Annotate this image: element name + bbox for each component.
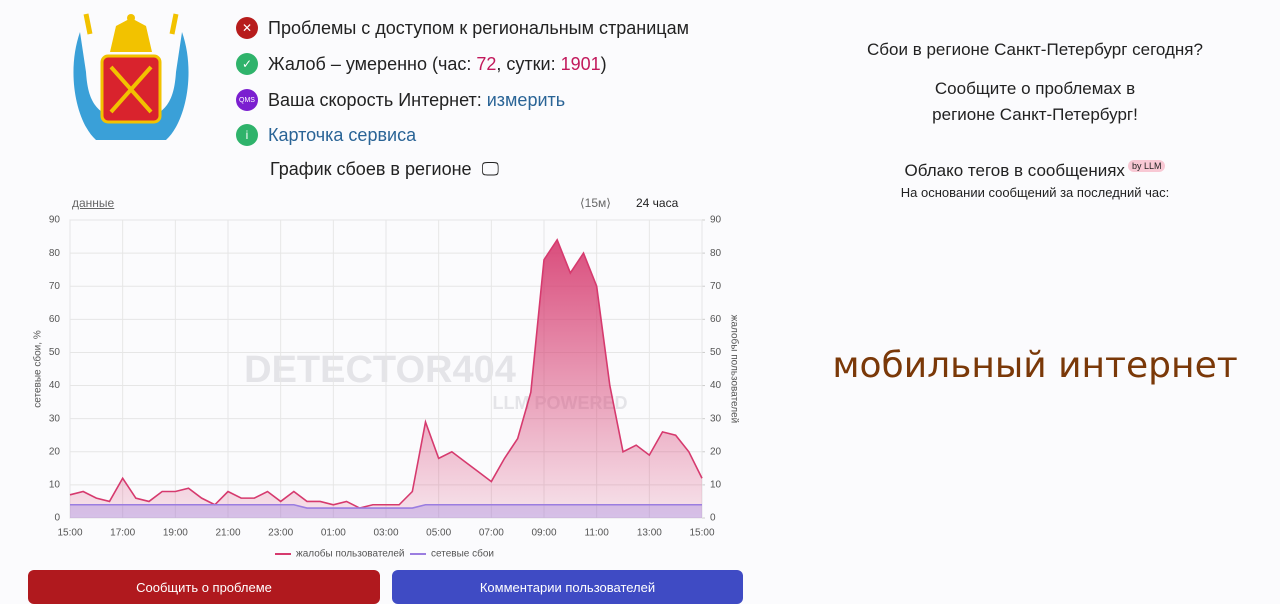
y2-tick-label: 30 xyxy=(710,413,722,424)
series-line xyxy=(70,503,702,509)
y-tick-label: 50 xyxy=(49,347,61,358)
coat-of-arms xyxy=(73,13,189,140)
x-tick-label: 11:00 xyxy=(585,528,610,539)
text: График сбоев в регионе xyxy=(270,159,472,179)
y2-tick-label: 80 xyxy=(710,248,722,259)
y2-tick-label: 90 xyxy=(710,215,722,226)
complaints-text: Жалоб – умеренно (час: 72, сутки: 1901) xyxy=(268,54,607,75)
x-tick-label: 17:00 xyxy=(110,528,135,539)
legend-label: жалобы пользователей xyxy=(296,548,405,560)
y-tick-label: 10 xyxy=(49,480,61,491)
y-tick-label: 0 xyxy=(54,513,60,524)
side-report: Сообщите о проблемах в регионе Санкт-Пет… xyxy=(932,79,1138,124)
x-tick-label: 05:00 xyxy=(426,528,451,539)
legend-label: сетевые сбои xyxy=(431,548,494,560)
series-area xyxy=(70,239,702,518)
side-basis: На основании сообщений за последний час: xyxy=(900,185,1170,200)
step-button[interactable]: ⟨15м⟩ xyxy=(580,196,611,210)
y-axis-title: сетевые сбои, % xyxy=(32,330,44,408)
x-tick-label: 01:00 xyxy=(321,528,346,539)
y2-tick-label: 60 xyxy=(710,314,722,325)
text: Облако тегов в сообщениях xyxy=(904,161,1125,180)
y-tick-label: 70 xyxy=(49,281,61,292)
cloud-title: Облако тегов в сообщениях by LLM xyxy=(900,160,1170,181)
y-tick-label: 90 xyxy=(49,215,61,226)
y-tick-label: 60 xyxy=(49,314,61,325)
y-tick-label: 40 xyxy=(49,380,61,391)
y2-tick-label: 20 xyxy=(710,446,722,457)
llm-badge: by LLM xyxy=(1127,160,1166,172)
card-row: i Карточка сервиса xyxy=(236,124,416,146)
x-tick-label: 23:00 xyxy=(268,528,293,539)
tag[interactable]: мобильный интернет xyxy=(832,345,1238,386)
speed-link[interactable]: измерить xyxy=(486,89,566,110)
chart: DETECTOR404 LLM POWERED 0102030405060708… xyxy=(32,215,741,560)
series-line xyxy=(69,238,703,509)
x-tick-label: 13:00 xyxy=(637,528,662,539)
y2-axis-title: жалобы пользователей xyxy=(728,315,740,424)
day-count: 1901 xyxy=(560,53,601,74)
chart-heading: График сбоев в регионе 🖵 xyxy=(270,159,499,179)
series-area xyxy=(70,504,702,518)
report-button[interactable]: Сообщить о проблеме xyxy=(28,570,380,604)
y-tick-label: 80 xyxy=(49,248,61,259)
comments-button[interactable]: Комментарии пользователей xyxy=(392,570,743,604)
card-link[interactable]: Карточка сервиса xyxy=(268,124,417,145)
text: Жалоб – умеренно (час: xyxy=(268,53,477,74)
y-tick-label: 30 xyxy=(49,413,61,424)
x-tick-label: 07:00 xyxy=(479,528,504,539)
y2-tick-label: 50 xyxy=(710,347,722,358)
range-button[interactable]: 24 часа xyxy=(636,196,679,210)
text: Ваша скорость Интернет: xyxy=(268,89,487,110)
y2-tick-label: 40 xyxy=(710,380,722,391)
data-link[interactable]: данные xyxy=(72,196,115,210)
x-tick-label: 19:00 xyxy=(163,528,188,539)
x-tick-label: 15:00 xyxy=(689,528,714,539)
x-tick-label: 09:00 xyxy=(531,528,556,539)
watermark: DETECTOR404 xyxy=(244,349,516,391)
x-tick-label: 15:00 xyxy=(57,528,82,539)
speed-row: QMS Ваша скорость Интернет: измерить xyxy=(236,89,565,111)
x-tick-label: 21:00 xyxy=(215,528,240,539)
y2-tick-label: 10 xyxy=(710,480,722,491)
y2-tick-label: 70 xyxy=(710,281,722,292)
access-row: ✕ Проблемы с доступом к региональным стра… xyxy=(236,17,689,39)
x-tick-label: 03:00 xyxy=(373,528,398,539)
y2-tick-label: 0 xyxy=(710,513,716,524)
complaints-row: ✓ Жалоб – умеренно (час: 72, сутки: 1901) xyxy=(236,53,607,75)
text: , сутки: xyxy=(496,53,561,74)
side-question: Сбои в регионе Санкт-Петербург сегодня? xyxy=(867,40,1203,59)
text: ) xyxy=(600,53,607,74)
y-tick-label: 20 xyxy=(49,446,61,457)
access-text: Проблемы с доступом к региональным стран… xyxy=(268,17,689,38)
hour-count: 72 xyxy=(476,53,497,74)
qms-icon: QMS xyxy=(236,89,258,111)
